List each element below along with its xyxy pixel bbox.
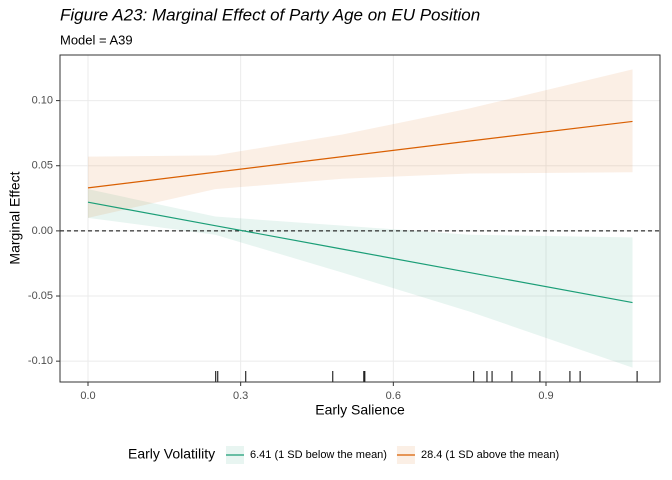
confidence-ribbon <box>87 189 633 368</box>
chart-subtitle: Model = A39 <box>60 32 133 47</box>
y-tick-label: 0.10 <box>32 95 53 107</box>
plot-background <box>60 55 660 382</box>
y-tick-label: 0.05 <box>32 160 53 172</box>
y-tick-label: -0.10 <box>28 355 53 367</box>
x-tick-label: 0.3 <box>233 390 248 402</box>
x-axis-label: Early Salience <box>315 402 405 418</box>
x-tick-label: 0.6 <box>386 390 401 402</box>
line <box>87 120 633 189</box>
legend-label: 6.41 (1 SD below the mean) <box>250 449 387 461</box>
line <box>87 201 633 304</box>
y-axis-label: Marginal Effect <box>7 171 23 264</box>
confidence-ribbon <box>87 69 633 218</box>
y-tick-label: -0.05 <box>28 290 53 302</box>
x-tick-label: 0.9 <box>538 390 553 402</box>
chart-title: Figure A23: Marginal Effect of Party Age… <box>60 5 480 24</box>
legend-title: Early Volatility <box>128 446 215 462</box>
plot-border <box>59 54 661 383</box>
y-tick-label: 0.00 <box>32 225 53 237</box>
legend-label: 28.4 (1 SD above the mean) <box>421 449 559 461</box>
x-tick-label: 0.0 <box>80 390 95 402</box>
